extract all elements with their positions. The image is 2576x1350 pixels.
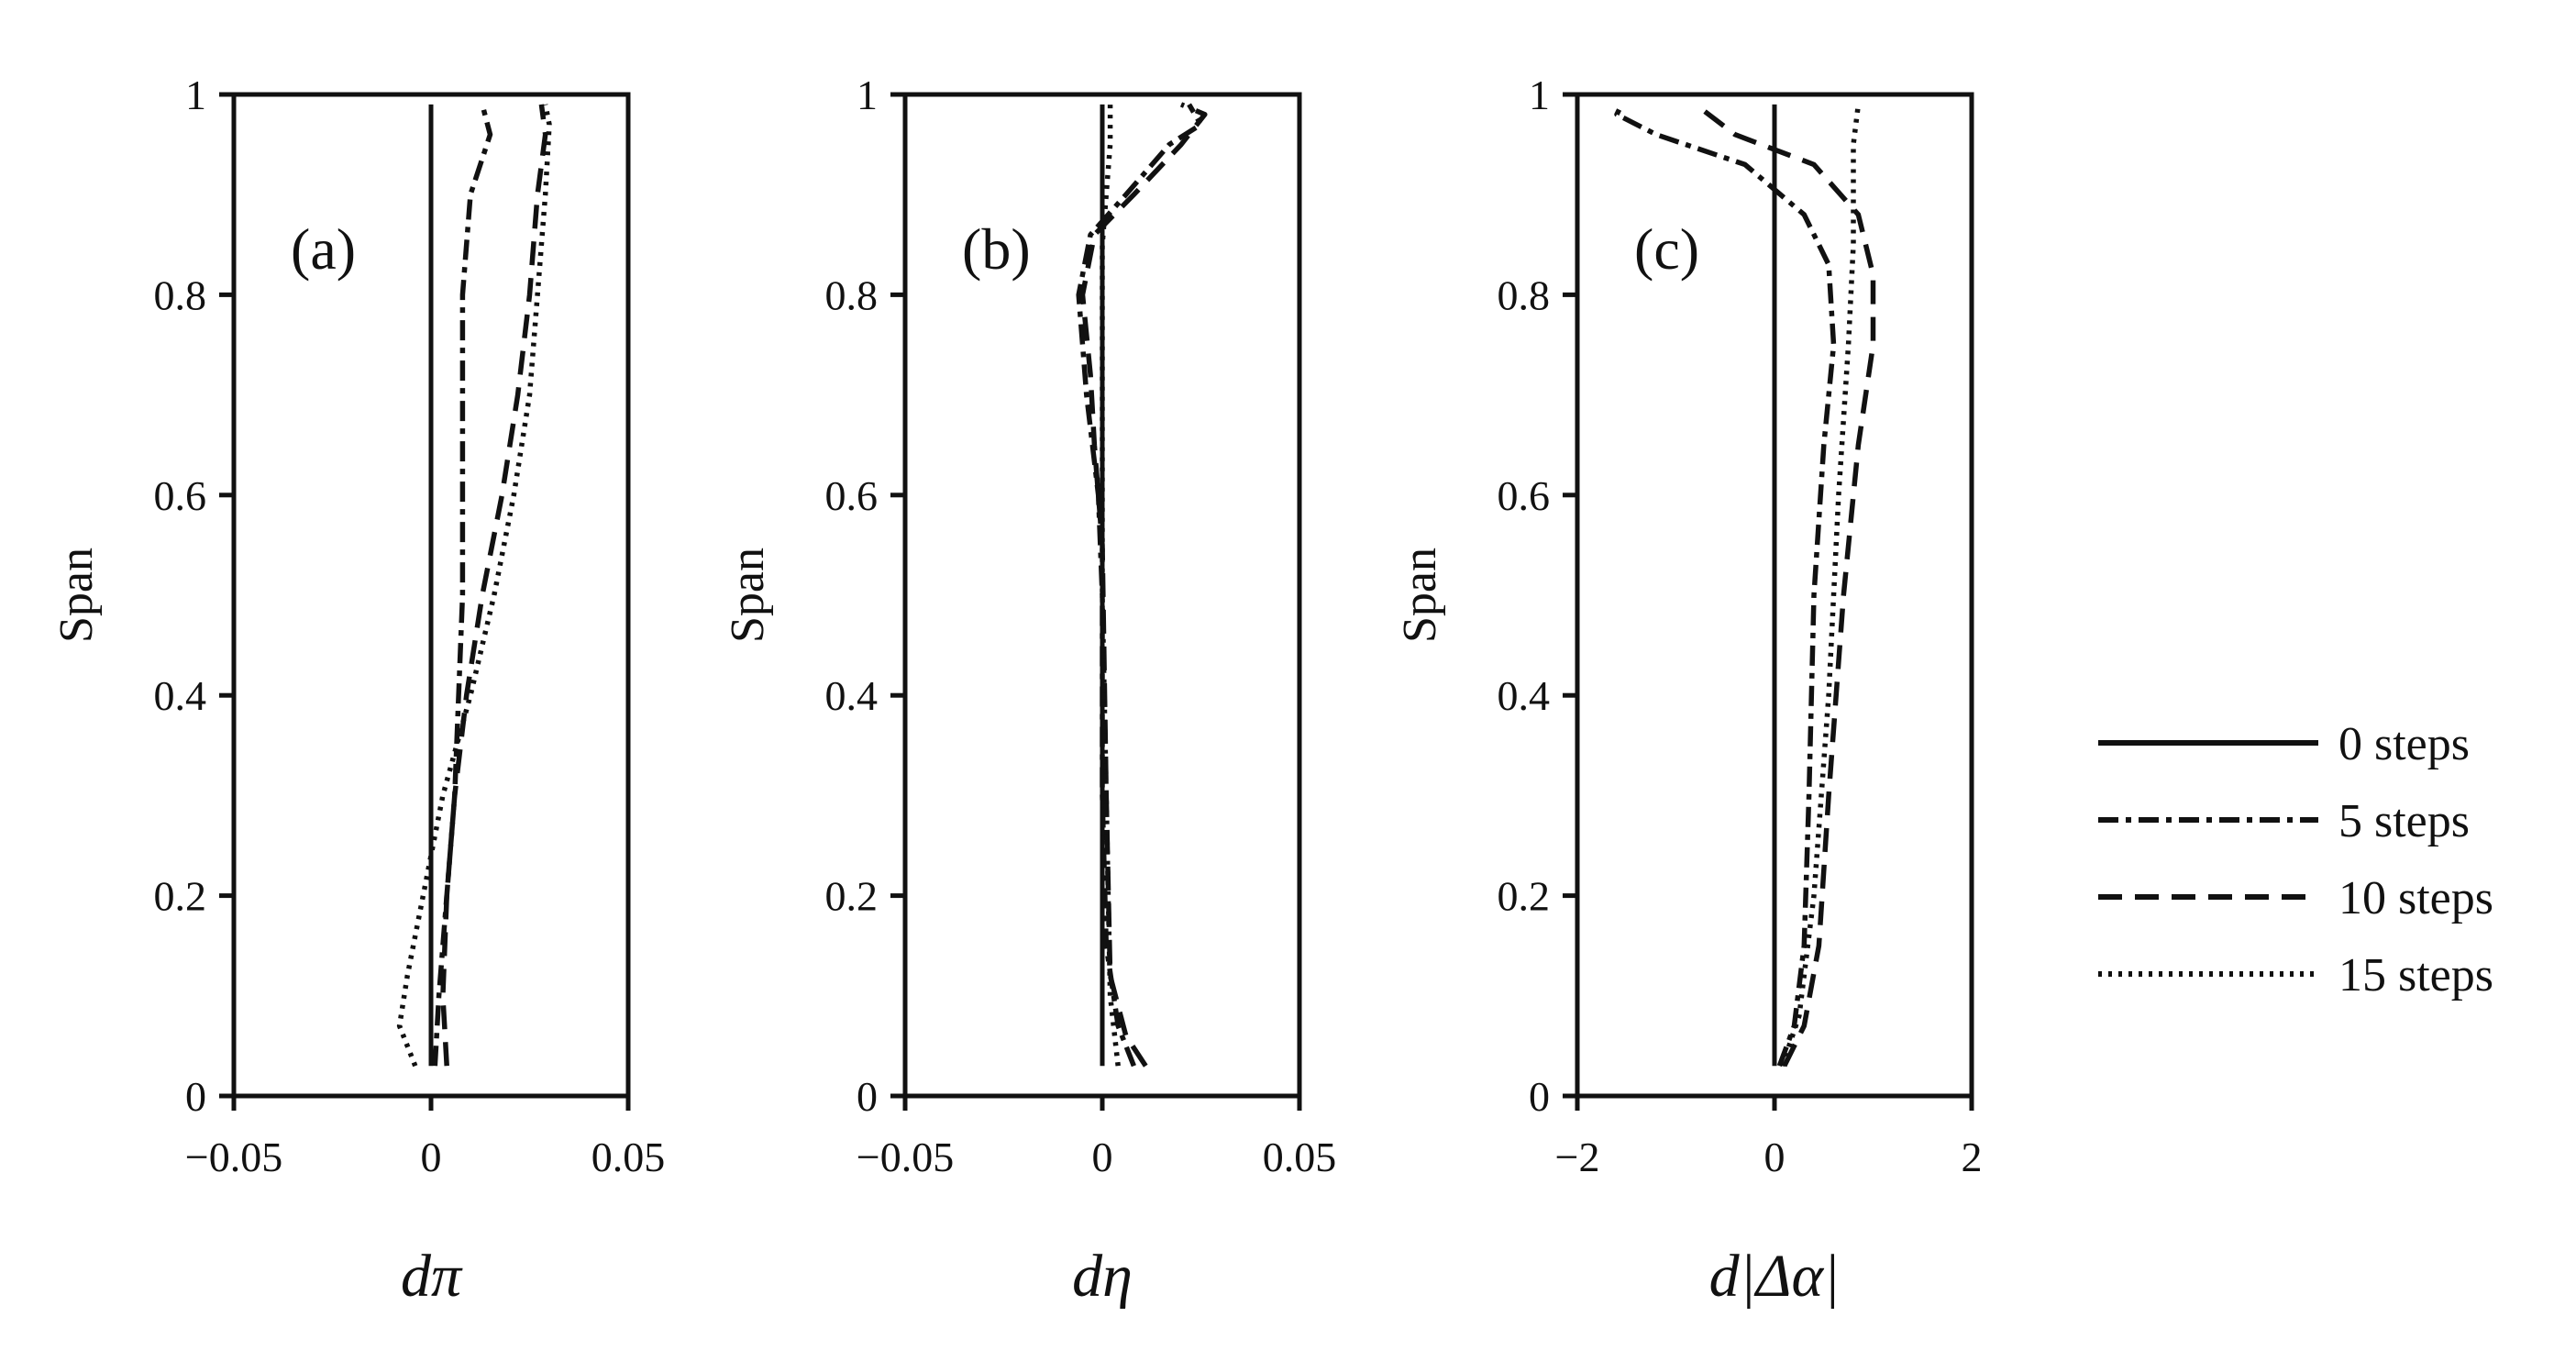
- panel-2: 0 0.2 0.4 0.6 0.8 1 −0.05 0 0.05 Span dη (b): [722, 72, 1336, 1310]
- x-axis-title: dπ: [401, 1243, 463, 1310]
- series-line-dashdot: [1076, 103, 1204, 1068]
- y-tick-label: 0.8: [1498, 271, 1551, 318]
- y-tick-label: 0: [857, 1073, 878, 1120]
- y-tick-label: 0.4: [825, 672, 879, 719]
- series-line-dashed: [1694, 102, 1876, 1068]
- legend-entry: 10 steps: [2098, 872, 2493, 924]
- x-axis-title: d|Δα|: [1709, 1243, 1841, 1310]
- legend-entry: 15 steps: [2098, 949, 2493, 1001]
- legend-label: 15 steps: [2338, 949, 2493, 1001]
- x-tick-label: 0.05: [1263, 1134, 1337, 1180]
- y-tick-label: 0.2: [1498, 873, 1551, 920]
- x-tick-label: 0: [421, 1134, 442, 1180]
- legend-entry: 5 steps: [2098, 795, 2470, 847]
- y-tick-label: 0.4: [1498, 672, 1551, 719]
- panels: 0 0.2 0.4 0.6 0.8 1 −0.05 0 0.05 Span dπ (a) 0 0.2 0.4…: [50, 72, 1983, 1310]
- y-tick-label: 0.4: [154, 672, 207, 719]
- x-tick-label: 0.05: [591, 1134, 666, 1180]
- x-tick-label: 2: [1962, 1134, 1983, 1180]
- y-axis-title: Span: [1394, 548, 1446, 643]
- y-tick-label: 1: [1529, 72, 1550, 118]
- x-tick-label: 0: [1764, 1134, 1786, 1180]
- x-tick-label: −0.05: [857, 1134, 954, 1180]
- y-tick-label: 0.2: [154, 873, 207, 920]
- series-line-dashed: [440, 104, 548, 1067]
- series-line-dashdot: [1614, 103, 1837, 1068]
- y-tick-label: 0.6: [1498, 472, 1551, 519]
- x-tick-label: −0.05: [185, 1134, 282, 1180]
- series-line-dashed: [1079, 102, 1208, 1068]
- x-tick-label: 0: [1092, 1134, 1113, 1180]
- y-axis-title: Span: [722, 548, 774, 643]
- y-tick-label: 0.2: [825, 873, 879, 920]
- panel-label: (a): [291, 216, 356, 282]
- y-tick-label: 1: [857, 72, 878, 118]
- y-tick-label: 0.8: [825, 271, 879, 318]
- legend: 0 steps 5 steps 10 steps 15 steps: [2098, 718, 2493, 1001]
- series-line-dotted: [396, 104, 552, 1068]
- y-tick-label: 0: [1529, 1073, 1550, 1120]
- legend-entry: 0 steps: [2098, 718, 2470, 770]
- x-tick-label: −2: [1555, 1134, 1600, 1180]
- y-tick-label: 0.6: [825, 472, 879, 519]
- panel-1: 0 0.2 0.4 0.6 0.8 1 −0.05 0 0.05 Span dπ (a): [50, 72, 665, 1310]
- legend-label: 0 steps: [2338, 718, 2470, 770]
- legend-label: 10 steps: [2338, 872, 2493, 924]
- legend-label: 5 steps: [2338, 795, 2470, 847]
- y-tick-label: 0: [185, 1073, 206, 1120]
- series-line-dotted: [1779, 104, 1862, 1068]
- y-tick-label: 1: [185, 72, 206, 118]
- panel-label: (c): [1634, 216, 1699, 282]
- y-axis-title: Span: [50, 548, 103, 643]
- y-tick-label: 0.8: [154, 271, 207, 318]
- series-line-dotted: [1100, 104, 1121, 1067]
- panel-label: (b): [962, 216, 1031, 282]
- x-axis-title: dη: [1072, 1243, 1133, 1310]
- y-tick-label: 0.6: [154, 472, 207, 519]
